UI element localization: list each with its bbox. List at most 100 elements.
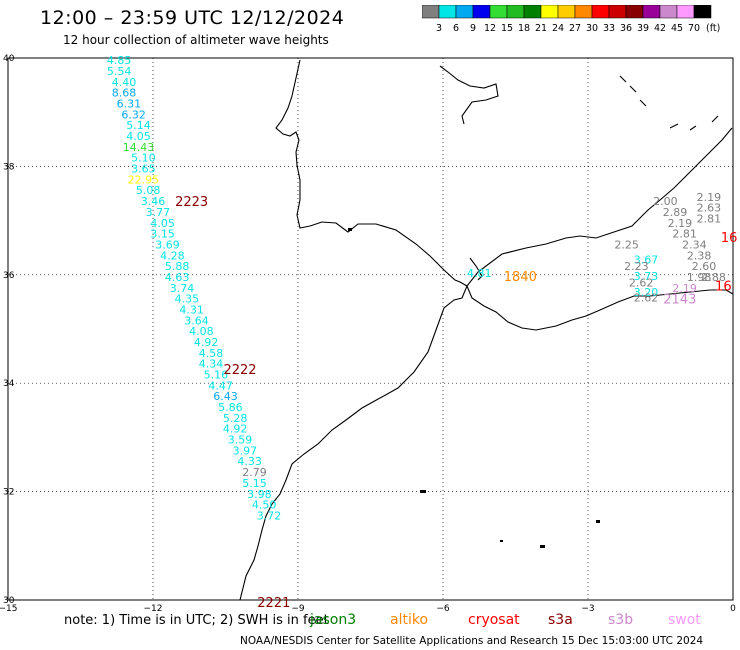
colorbar-swatch [693, 5, 712, 19]
legend-item-swot: swot [668, 612, 701, 628]
wave-height-value: 3.74 [170, 282, 195, 295]
x-tick-label: −12 [144, 604, 163, 614]
wave-height-value: 2.19 [672, 282, 697, 295]
pass-number-label: 16 [721, 231, 738, 246]
colorbar-label: 12 [484, 23, 496, 34]
wave-height-value: 8.68 [112, 87, 137, 100]
colorbar-legend: 3 6 9 12 15 18 21 24 27 30 33 36 39 42 45 70 (ft) [422, 5, 720, 34]
credit-line: NOAA/NESDIS Center for Satellite Applica… [240, 635, 704, 647]
wave-height-value: 4.28 [160, 249, 185, 262]
wave-height-value: 4.31 [179, 303, 204, 316]
coastline-north-africa [239, 257, 734, 601]
wave-height-value: 2.25 [614, 238, 639, 251]
legend-item-altiko: altiko [390, 612, 429, 628]
y-tick-label: 34 [3, 379, 15, 389]
wave-height-value: 3.15 [150, 228, 175, 241]
wave-height-value: 4.92 [223, 423, 248, 436]
wave-height-value: 5.88 [165, 260, 190, 273]
wave-height-value: 4.81 [467, 267, 492, 280]
colorbar-label: 70 [688, 23, 700, 34]
colorbar-label: 3 [436, 23, 442, 34]
wave-height-value: 4.33 [237, 455, 262, 468]
wave-height-value: 5.14 [126, 119, 151, 132]
coastline-iberia [275, 59, 733, 287]
wave-height-value: 2.62 [629, 276, 654, 289]
wave-height-value: 2.60 [692, 260, 717, 273]
wave-height-value: 5.10 [131, 152, 156, 165]
wave-height-value: 6.43 [213, 390, 238, 403]
wave-height-value: 2.00 [653, 195, 678, 208]
wave-height-value: 3.64 [184, 314, 209, 327]
wave-height-value: 4.85 [107, 54, 132, 67]
colorbar-unit: (ft) [706, 23, 720, 34]
wave-height-value: 3.77 [146, 206, 171, 219]
colorbar-label: 45 [671, 23, 683, 34]
wave-height-value: 5.28 [223, 412, 248, 425]
wave-height-value: 3.69 [155, 238, 180, 251]
wave-height-value: 3.97 [233, 444, 258, 457]
wave-height-value: 4.08 [189, 325, 214, 338]
wave-height-value: 3.72 [257, 509, 282, 522]
colorbar-label: 15 [501, 23, 513, 34]
colorbar-label: 21 [535, 23, 547, 34]
wave-height-value: 3.46 [141, 195, 166, 208]
y-tick-label: 30 [3, 596, 15, 606]
pass-number-label: 2223 [175, 195, 208, 210]
wave-height-value: 6.32 [121, 108, 146, 121]
colorbar-label: 33 [603, 23, 615, 34]
axis-tick-labels: −15 −12 −9 −6 −3 0 40 38 36 34 32 30 [0, 54, 736, 614]
wave-height-value: 5.16 [204, 369, 229, 382]
footnote: note: 1) Time is in UTC; 2) SWH is in fe… [64, 613, 329, 628]
colorbar-label: 42 [654, 23, 666, 34]
pass-number-label: 2222 [223, 363, 256, 378]
wave-height-value: 4.34 [199, 358, 224, 371]
wave-height-value: 3.20 [634, 286, 659, 299]
colorbar-label: 24 [552, 23, 564, 34]
wave-height-value: 2.19 [697, 191, 722, 204]
colorbar-label: 6 [453, 23, 459, 34]
wave-height-value: 5.86 [218, 401, 243, 414]
pass-number-label: 1840 [504, 270, 537, 285]
colorbar-label: 36 [620, 23, 632, 34]
wave-height-value: 2.23 [624, 260, 649, 273]
x-tick-label: −3 [581, 604, 594, 614]
y-tick-label: 38 [3, 162, 15, 172]
wave-height-value: 4.58 [199, 347, 224, 360]
wave-height-value: 22.95 [128, 173, 160, 186]
wave-height-value: 4.35 [175, 293, 200, 306]
pass-labels-layer: 2223 2222 2221 1840 2143 16 16 [175, 195, 737, 611]
wave-height-value: 3.59 [228, 434, 253, 447]
colorbar-label: 18 [518, 23, 530, 34]
legend-item-jason3: jason3 [310, 612, 357, 628]
map-title: 12:00 – 23:59 UTC 12/12/2024 [40, 7, 345, 29]
colorbar-label: 39 [637, 23, 649, 34]
wave-height-value: 5.08 [136, 184, 161, 197]
x-tick-label: −6 [436, 604, 450, 614]
x-tick-label: −9 [291, 604, 305, 614]
wave-height-value: 4.50 [252, 499, 277, 512]
wave-height-value: 4.92 [194, 336, 219, 349]
wave-height-value: 2.34 [682, 238, 707, 251]
wave-height-value: 3.98 [247, 488, 272, 501]
pass-number-label: 2221 [257, 596, 290, 611]
wave-height-value: 2.38 [687, 249, 712, 262]
wave-height-value: 4.63 [165, 271, 190, 284]
x-tick-label: −15 [0, 604, 18, 614]
legend-item-cryosat: cryosat [468, 612, 520, 628]
wave-height-value: 3.65 [131, 163, 156, 176]
legend-item-s3b: s3b [608, 612, 634, 628]
map-subtitle: 12 hour collection of altimeter wave hei… [63, 33, 329, 47]
wave-height-value: 2.62 [634, 292, 659, 305]
y-tick-label: 40 [3, 54, 15, 64]
pass-number-label: 2143 [663, 293, 696, 308]
wave-height-value: 14.43 [123, 141, 155, 154]
wave-height-value: 2.79 [242, 466, 267, 479]
map-frame [7, 57, 734, 601]
wave-height-value: 2.81 [697, 212, 722, 225]
wave-height-value: 3.67 [634, 254, 659, 267]
wave-height-value: 4.40 [112, 76, 137, 89]
colorbar-label: 9 [470, 23, 476, 34]
wave-height-value: 5.15 [242, 477, 267, 490]
wave-height-value: 2.88 [701, 271, 726, 284]
